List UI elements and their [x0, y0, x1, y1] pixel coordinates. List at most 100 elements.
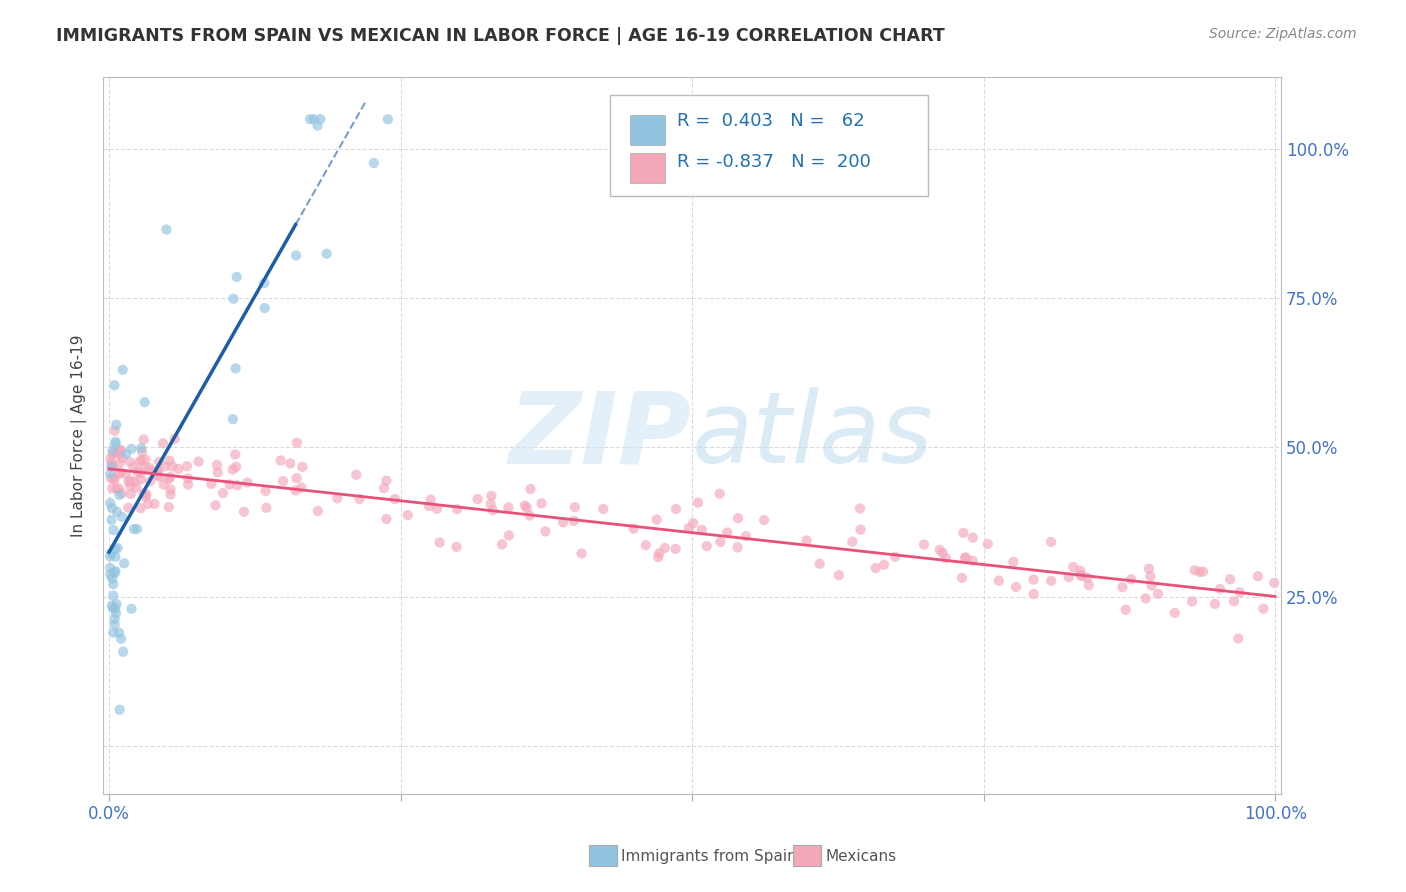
Point	[953, 551, 976, 566]
Point	[104, 549, 127, 564]
Point	[98, 561, 121, 575]
Text: R = -0.837   N =  200: R = -0.837 N = 200	[676, 153, 870, 170]
Point	[155, 222, 177, 236]
Point	[122, 459, 145, 474]
Point	[665, 502, 688, 516]
Point	[928, 543, 950, 558]
Point	[134, 460, 156, 475]
Point	[1071, 569, 1094, 583]
Point	[696, 539, 718, 553]
Point	[1229, 585, 1251, 599]
Point	[1204, 597, 1226, 611]
Point	[103, 523, 125, 537]
Text: Source: ZipAtlas.com: Source: ZipAtlas.com	[1209, 27, 1357, 41]
Text: ZIP: ZIP	[509, 387, 692, 484]
Point	[284, 483, 307, 498]
Point	[100, 456, 122, 470]
Point	[1135, 591, 1157, 606]
Point	[120, 442, 142, 456]
Text: Immigrants from Spain: Immigrants from Spain	[621, 849, 797, 863]
Point	[146, 465, 169, 479]
Point	[384, 491, 406, 506]
Point	[153, 459, 176, 474]
Point	[104, 601, 127, 615]
Point	[1140, 578, 1163, 592]
Point	[553, 516, 575, 530]
Point	[108, 625, 131, 640]
Point	[1005, 580, 1028, 594]
Point	[727, 511, 749, 525]
Point	[110, 466, 132, 480]
Point	[111, 363, 134, 377]
Point	[849, 501, 872, 516]
Point	[103, 378, 125, 392]
Point	[111, 510, 134, 524]
Point	[127, 465, 149, 479]
Text: atlas: atlas	[692, 387, 934, 484]
Point	[200, 476, 222, 491]
Point	[302, 112, 325, 127]
Point	[298, 112, 321, 127]
Point	[1077, 578, 1099, 592]
Point	[1147, 587, 1170, 601]
Point	[107, 482, 129, 496]
Point	[912, 537, 935, 551]
Point	[101, 481, 124, 495]
Point	[1223, 594, 1246, 608]
Point	[104, 436, 127, 450]
Point	[955, 550, 977, 565]
Point	[98, 467, 121, 481]
Point	[1022, 573, 1045, 587]
Point	[105, 505, 128, 519]
Point	[108, 446, 131, 460]
Point	[467, 491, 489, 506]
Point	[115, 447, 138, 461]
Point	[1219, 572, 1241, 586]
Point	[498, 528, 520, 542]
Point	[236, 475, 259, 490]
Point	[530, 496, 553, 510]
Point	[647, 550, 669, 565]
Bar	[630, 115, 665, 145]
Point	[98, 496, 121, 510]
Point	[344, 467, 367, 482]
Point	[735, 529, 758, 543]
Point	[716, 525, 738, 540]
Point	[226, 478, 249, 492]
Point	[128, 455, 150, 469]
Point	[562, 514, 585, 528]
Point	[225, 361, 247, 376]
Point	[796, 533, 818, 548]
Point	[134, 452, 156, 467]
Point	[564, 500, 586, 515]
Point	[100, 546, 122, 560]
Point	[103, 473, 125, 487]
Point	[110, 442, 132, 457]
Point	[108, 488, 131, 502]
Point	[1111, 580, 1133, 594]
Point	[177, 471, 200, 485]
Point	[976, 537, 998, 551]
Point	[129, 501, 152, 516]
Point	[962, 554, 984, 568]
Point	[157, 500, 180, 514]
Point	[131, 453, 153, 467]
Point	[110, 632, 132, 646]
Point	[634, 538, 657, 552]
Point	[152, 436, 174, 450]
Point	[1184, 563, 1206, 577]
Point	[225, 269, 247, 284]
Point	[1002, 555, 1025, 569]
Point	[884, 549, 907, 564]
Point	[841, 534, 863, 549]
Point	[177, 477, 200, 491]
Point	[271, 474, 294, 488]
Text: R =  0.403   N =   62: R = 0.403 N = 62	[676, 112, 865, 130]
Point	[270, 453, 292, 467]
Point	[592, 502, 614, 516]
Point	[865, 561, 887, 575]
Point	[98, 549, 121, 564]
Point	[233, 505, 256, 519]
Point	[419, 492, 441, 507]
Point	[665, 541, 688, 556]
